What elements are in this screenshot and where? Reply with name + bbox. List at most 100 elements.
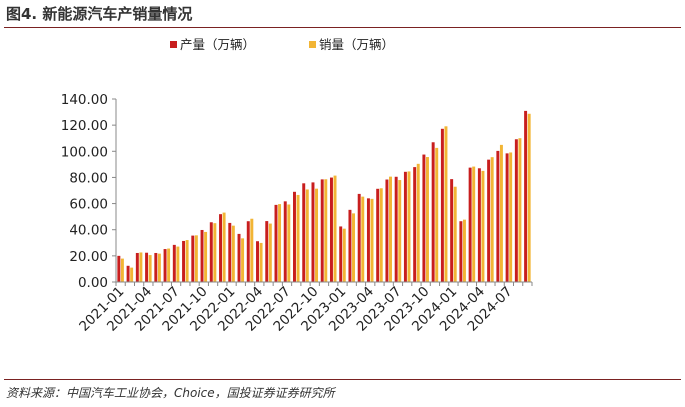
sales-bar [250, 218, 254, 282]
sales-bar [481, 170, 485, 282]
y-tick-label: 20.00 [69, 249, 108, 265]
chart-legend: 产量（万辆） 销量（万辆） [170, 37, 394, 52]
production-bar [274, 204, 278, 282]
source-note: 资料来源：中国汽车工业协会，Choice，国投证券证券研究所 [6, 386, 335, 400]
sales-bar [333, 175, 337, 282]
sales-bar [324, 179, 328, 282]
y-tick-label: 40.00 [69, 223, 108, 239]
sales-bar [352, 213, 355, 282]
sales-bar [407, 171, 411, 282]
x-axis: 2021-012021-042021-072021-102022-012022-… [76, 281, 533, 335]
y-axis: 0.00 20.00 40.00 60.00 80.00 100.00 120.00 140.… [61, 92, 117, 291]
production-bar [450, 179, 454, 282]
sales-bar [305, 189, 309, 282]
sales-bar [499, 144, 503, 282]
production-bar [145, 252, 149, 282]
sales-bar [398, 180, 402, 282]
sales-bar [120, 258, 124, 282]
production-bar [496, 150, 500, 282]
production-bar [413, 167, 417, 282]
sales-bar [176, 246, 180, 282]
sales-bar [287, 204, 291, 282]
sales-bar [139, 252, 143, 282]
y-tick-label: 100.00 [61, 144, 108, 160]
sales-bar [204, 231, 208, 282]
production-bar [219, 214, 223, 282]
legend-label-production: 产量（万辆） [180, 37, 255, 52]
sales-bar [259, 242, 263, 282]
production-bar [431, 142, 435, 282]
y-tick-label: 60.00 [69, 197, 108, 213]
production-bar [505, 153, 509, 282]
production-bar [468, 167, 472, 282]
sales-bar [453, 186, 457, 282]
page-title: 图4. 新能源汽车产销量情况 [6, 5, 193, 23]
sales-bar [194, 235, 198, 282]
production-bar [265, 221, 269, 282]
sales-bar [241, 238, 245, 282]
y-tick-label: 140.00 [61, 92, 108, 108]
sales-bar [444, 126, 448, 283]
sales-bar [527, 113, 531, 282]
legend-swatch-sales [309, 41, 316, 48]
production-bar [366, 198, 370, 282]
sales-bar [278, 204, 282, 282]
footer-divider [4, 379, 681, 380]
sales-bar [509, 152, 513, 282]
production-bar [302, 183, 306, 282]
production-bar [283, 201, 287, 282]
sales-bar [361, 196, 365, 282]
sales-bar [416, 163, 420, 282]
production-bar [256, 241, 259, 282]
sales-bar [315, 188, 319, 282]
sales-bar [148, 255, 152, 282]
production-bar [117, 255, 121, 282]
sales-bar [462, 219, 466, 282]
sales-bar [231, 225, 235, 282]
production-bar [135, 252, 139, 282]
production-bar [385, 179, 389, 282]
production-bar [329, 177, 333, 282]
sales-bar [435, 147, 439, 282]
production-bar [209, 222, 213, 282]
production-bar [293, 191, 296, 282]
production-bar [163, 249, 167, 282]
y-tick-label: 120.00 [61, 118, 108, 134]
sales-bar [185, 240, 189, 282]
sales-bar [370, 198, 374, 282]
production-bar [514, 139, 518, 282]
sales-bar [379, 188, 383, 282]
production-bar [376, 188, 380, 282]
production-bar [403, 171, 407, 282]
production-bar [524, 110, 528, 283]
production-bar [246, 221, 250, 282]
production-bar [320, 179, 324, 282]
production-bar [237, 233, 241, 282]
sales-bar [130, 267, 134, 282]
sales-bar [213, 223, 217, 282]
bar-series [117, 110, 531, 283]
production-bar [348, 209, 352, 282]
production-bar [126, 265, 130, 282]
sales-bar [167, 248, 171, 282]
sales-bar [222, 212, 226, 282]
production-bar [191, 235, 195, 282]
legend-swatch-production [170, 41, 177, 48]
production-bar [182, 240, 186, 282]
production-bar [477, 168, 481, 282]
production-bar [459, 221, 463, 282]
sales-bar [157, 253, 161, 282]
sales-bar [268, 223, 272, 282]
y-tick-label: 80.00 [69, 170, 108, 186]
production-bar [172, 244, 176, 282]
production-bar [357, 193, 361, 282]
sales-bar [342, 228, 346, 282]
production-bar [339, 226, 343, 282]
production-bar [394, 176, 398, 282]
production-bar [487, 159, 491, 282]
legend-label-sales: 销量（万辆） [319, 37, 394, 52]
production-bar [154, 252, 158, 282]
production-bar [422, 154, 426, 282]
production-bar [311, 182, 315, 282]
